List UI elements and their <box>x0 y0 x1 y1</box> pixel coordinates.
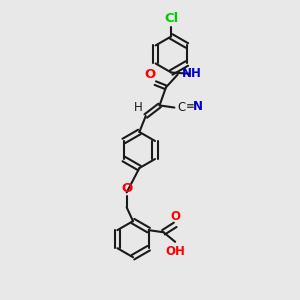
Text: H: H <box>134 101 143 114</box>
Text: Cl: Cl <box>164 12 178 25</box>
Text: NH: NH <box>182 67 202 80</box>
Text: C: C <box>178 101 186 114</box>
Text: O: O <box>121 182 132 195</box>
Text: N: N <box>193 100 203 113</box>
Text: ≡: ≡ <box>186 101 195 112</box>
Text: OH: OH <box>165 245 185 258</box>
Text: O: O <box>144 68 156 81</box>
Text: O: O <box>171 210 181 223</box>
